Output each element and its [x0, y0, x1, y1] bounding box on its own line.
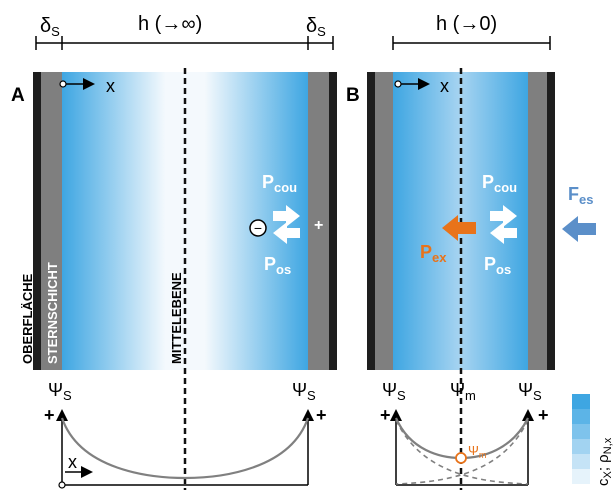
panel-a-coulomb-arrow [273, 205, 300, 227]
panel-a-plus: + [314, 217, 323, 234]
stern-layer-label: STERNSCHICHT [45, 262, 60, 364]
panel-b-stern-left [375, 72, 393, 370]
panel-b-electrostatic-force-arrow [562, 216, 596, 242]
panel-b-origin [394, 80, 402, 88]
dimension-lines [35, 36, 551, 50]
panel-b-p-os: Pos [484, 254, 511, 277]
concentration-scale [572, 394, 590, 484]
plus-b-left: + [380, 405, 391, 425]
panel-b-coulomb-arrow [490, 205, 517, 227]
midplane-label: MITTELEBENE [169, 272, 184, 364]
panel-a-origin [59, 80, 67, 88]
panel-a-negative-charge [249, 219, 267, 237]
panel-a-letter: A [11, 85, 25, 106]
panel-a-p-cou: Pcou [262, 172, 297, 195]
potential-curve-b-single-left [395, 419, 529, 485]
scale-swatch-4 [572, 439, 590, 454]
scale-swatch-3 [572, 424, 590, 439]
panel-a-stern-left [41, 72, 62, 370]
panel-b-excess-pressure-arrow [442, 215, 476, 241]
psi-m-marker [455, 452, 467, 464]
delta-s-right: δS [306, 15, 326, 39]
panel-a-surface-left [33, 72, 41, 370]
surface-label: OBERFLÄCHE [20, 273, 35, 364]
psi-s-label-b-left: ΨS [382, 380, 406, 403]
psi-s-label-a-left: ΨS [48, 380, 72, 403]
panel-b-stern-right [528, 72, 547, 370]
delta-s-left: δS [40, 15, 60, 39]
scale-swatch-1 [572, 394, 590, 409]
scale-swatch-5 [572, 454, 590, 469]
scale-swatch-6 [572, 469, 590, 484]
panel-b-surface-left [367, 72, 375, 370]
plot-a-x-label: x [68, 452, 77, 472]
scale-label: cX; ρN,x [595, 437, 614, 486]
panel-b [367, 68, 555, 490]
panel-a-minus: − [254, 220, 262, 236]
h-zero-label: h (→0) [436, 13, 497, 35]
panel-b-osmotic-arrow [490, 222, 517, 244]
potential-curve-b-single-right [395, 419, 529, 485]
panel-a [33, 68, 337, 490]
plus-a-left: + [44, 405, 55, 425]
panel-b-letter: B [346, 85, 360, 106]
panel-b-x-label: x [440, 76, 449, 96]
panel-a-p-os: Pos [264, 254, 291, 277]
panel-a-stern-right [308, 72, 329, 370]
scale-swatch-2 [572, 409, 590, 424]
plot-a-origin [58, 481, 66, 489]
panel-b-p-ex: Pex [420, 242, 447, 265]
psi-s-label-b-right: ΨS [518, 380, 542, 403]
plus-a-right: + [316, 405, 327, 425]
panel-a-x-label: x [106, 76, 115, 96]
psi-s-label-a-right: ΨS [292, 380, 316, 403]
panel-b-p-cou: Pcou [482, 172, 517, 195]
panel-a-osmotic-arrow [273, 222, 300, 244]
psi-m-label-b: Ψm [450, 380, 476, 403]
panel-b-surface-right [547, 72, 555, 370]
plus-b-right: + [538, 405, 549, 425]
panel-a-surface-right [329, 72, 337, 370]
h-infinity-label: h (→∞) [138, 13, 202, 35]
panel-b-f-es: Fes [568, 184, 593, 207]
potential-curve-a [60, 417, 310, 480]
psi-m-marker-label: Ψm [468, 443, 486, 460]
